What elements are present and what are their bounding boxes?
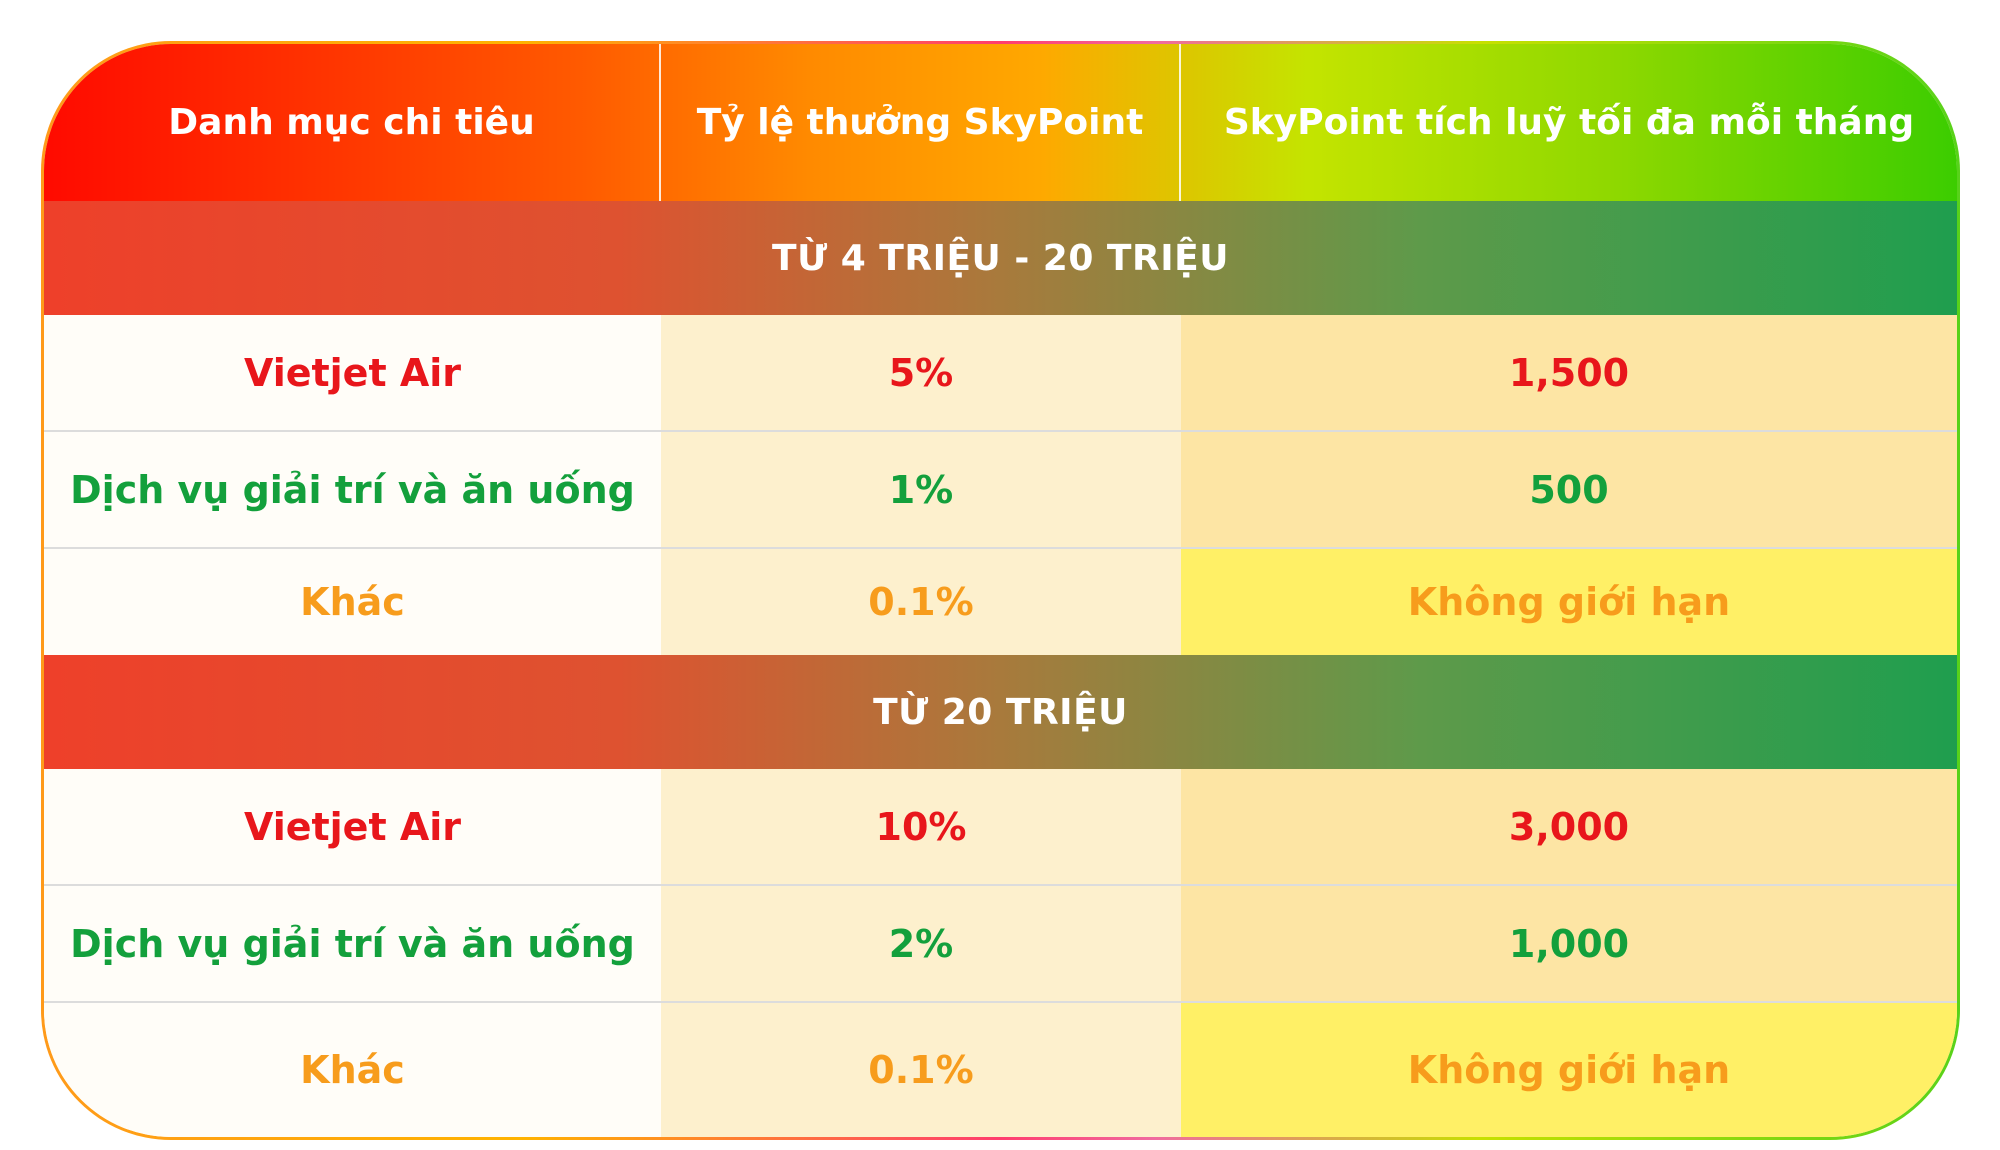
- row-max: Không giới hạn: [1181, 1003, 1957, 1137]
- header-max-points: SkyPoint tích luỹ tối đa mỗi tháng: [1223, 102, 1915, 143]
- row-category: Khác: [44, 1003, 661, 1137]
- row-rate: 0.1%: [661, 1003, 1181, 1137]
- section-title: TỪ 4 TRIỆU - 20 TRIỆU: [772, 237, 1229, 279]
- row-rate: 5%: [661, 315, 1181, 430]
- table-row: Dịch vụ giải trí và ăn uống 1% 500: [44, 432, 1957, 549]
- row-category: Dịch vụ giải trí và ăn uống: [44, 886, 661, 1001]
- table-row: Dịch vụ giải trí và ăn uống 2% 1,000: [44, 886, 1957, 1003]
- section-title: TỪ 20 TRIỆU: [873, 691, 1128, 733]
- row-category: Khác: [44, 549, 661, 655]
- section-band-4-20m: TỪ 4 TRIỆU - 20 TRIỆU: [44, 201, 1957, 315]
- table-row: Vietjet Air 5% 1,500: [44, 315, 1957, 432]
- row-max: 500: [1181, 432, 1957, 547]
- row-rate: 0.1%: [661, 549, 1181, 655]
- row-rate: 2%: [661, 886, 1181, 1001]
- header-category: Danh mục chi tiêu: [44, 44, 661, 201]
- row-max: 1,000: [1181, 886, 1957, 1001]
- row-rate: 1%: [661, 432, 1181, 547]
- row-max: 3,000: [1181, 769, 1957, 884]
- table-header-row: Danh mục chi tiêu Tỷ lệ thưởng SkyPoint …: [44, 44, 1957, 201]
- row-max: 1,500: [1181, 315, 1957, 430]
- header-reward-rate: Tỷ lệ thưởng SkyPoint: [661, 44, 1181, 201]
- section-band-20m-plus: TỪ 20 TRIỆU: [44, 655, 1957, 769]
- table-body: Danh mục chi tiêu Tỷ lệ thưởng SkyPoint …: [44, 44, 1957, 1137]
- row-category: Dịch vụ giải trí và ăn uống: [44, 432, 661, 547]
- table-row: Khác 0.1% Không giới hạn: [44, 1003, 1957, 1137]
- table-row: Vietjet Air 10% 3,000: [44, 769, 1957, 886]
- skypoint-reward-table: Danh mục chi tiêu Tỷ lệ thưởng SkyPoint …: [41, 41, 1960, 1140]
- table-row: Khác 0.1% Không giới hạn: [44, 549, 1957, 655]
- row-category: Vietjet Air: [44, 769, 661, 884]
- row-rate: 10%: [661, 769, 1181, 884]
- row-category: Vietjet Air: [44, 315, 661, 430]
- row-max: Không giới hạn: [1181, 549, 1957, 655]
